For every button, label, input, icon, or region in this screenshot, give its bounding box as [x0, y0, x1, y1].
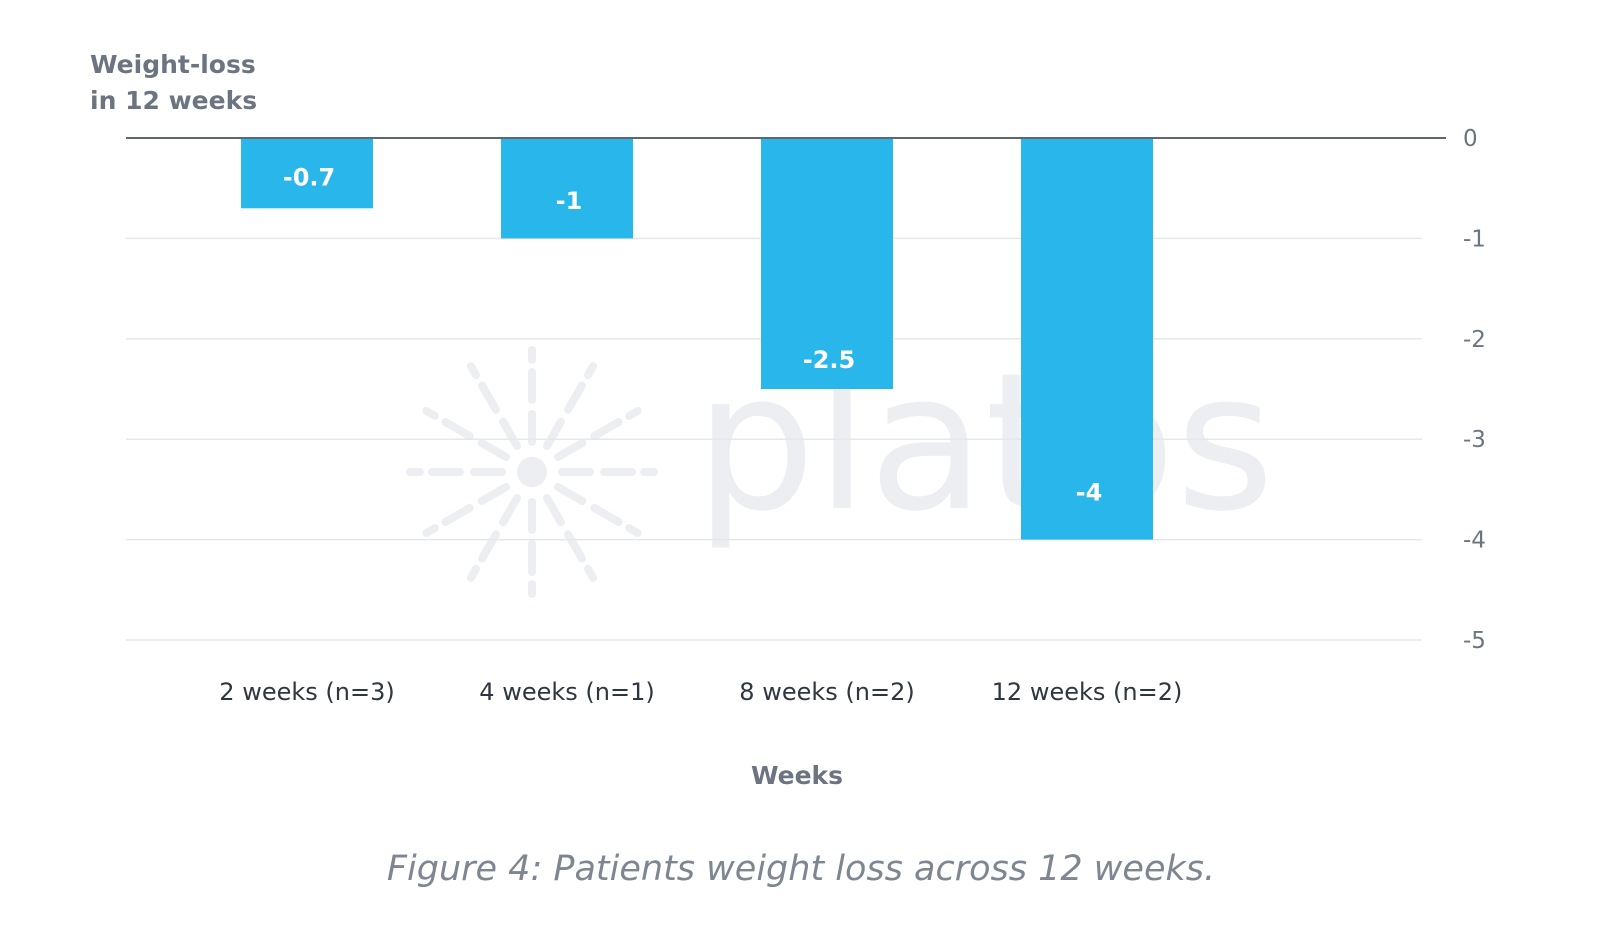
data-label: -2.5: [803, 346, 855, 374]
sunburst-ray: [564, 381, 586, 414]
sunburst-ray: [584, 564, 597, 582]
y-tick-label: -4: [1463, 528, 1486, 554]
sunburst-icon: [406, 346, 658, 598]
bar: [501, 138, 633, 239]
y-tick-label: -3: [1463, 427, 1486, 453]
sunburst-ray: [422, 407, 440, 420]
y-axis-title-line-2: in 12 weeks: [90, 86, 257, 115]
y-tick-label: 0: [1463, 126, 1478, 152]
x-axis-title: Weeks: [751, 761, 843, 790]
sunburst-ray: [499, 493, 521, 527]
x-tick-labels: 2 weeks (n=3) 4 weeks (n=1) 8 weeks (n=2) 1…: [219, 678, 1182, 706]
sunburst-ray: [624, 524, 642, 537]
y-tick-labels: 0 -1 -2 -3 -4 -5: [1463, 126, 1486, 654]
sunburst-ray: [499, 417, 521, 451]
sunburst-ray: [543, 417, 565, 451]
y-tick-label: -5: [1463, 628, 1486, 654]
sunburst-ray: [441, 504, 474, 526]
sunburst-ray: [553, 483, 587, 505]
sunburst-ray: [441, 418, 474, 440]
bar: [761, 138, 893, 389]
sunburst-ray: [477, 483, 511, 505]
y-axis-title-line-1: Weight-loss: [90, 50, 256, 79]
sunburst-ray: [543, 493, 565, 527]
data-label: -1: [556, 187, 583, 215]
sunburst-ray: [478, 381, 500, 414]
sunburst-ray: [590, 418, 623, 440]
data-labels: -0.7 -1 -2.5 -4: [283, 164, 1103, 507]
sunburst-ray: [467, 564, 480, 582]
sunburst-ray: [564, 530, 586, 563]
bar: [1021, 138, 1153, 540]
x-tick-label: 2 weeks (n=3): [219, 678, 394, 706]
sunburst-ray: [590, 504, 623, 526]
sunburst-ray: [624, 407, 642, 420]
bar: [241, 138, 373, 209]
sunburst-ray: [477, 439, 511, 461]
sunburst-ray: [478, 530, 500, 563]
bars: [241, 138, 1153, 540]
y-tick-label: -1: [1463, 226, 1486, 252]
sunburst-ray: [553, 439, 587, 461]
y-tick-label: -2: [1463, 327, 1486, 353]
x-tick-label: 12 weeks (n=2): [992, 678, 1183, 706]
x-tick-label: 4 weeks (n=1): [479, 678, 654, 706]
data-label: -0.7: [283, 164, 335, 192]
sunburst-ray: [467, 362, 480, 380]
figure-caption: Figure 4: Patients weight loss across 12…: [387, 849, 1215, 889]
data-label: -4: [1076, 478, 1103, 506]
sunburst-ray: [584, 362, 597, 380]
sunburst-ray: [422, 524, 440, 537]
x-tick-label: 8 weeks (n=2): [739, 678, 914, 706]
sunburst-center: [517, 457, 547, 487]
